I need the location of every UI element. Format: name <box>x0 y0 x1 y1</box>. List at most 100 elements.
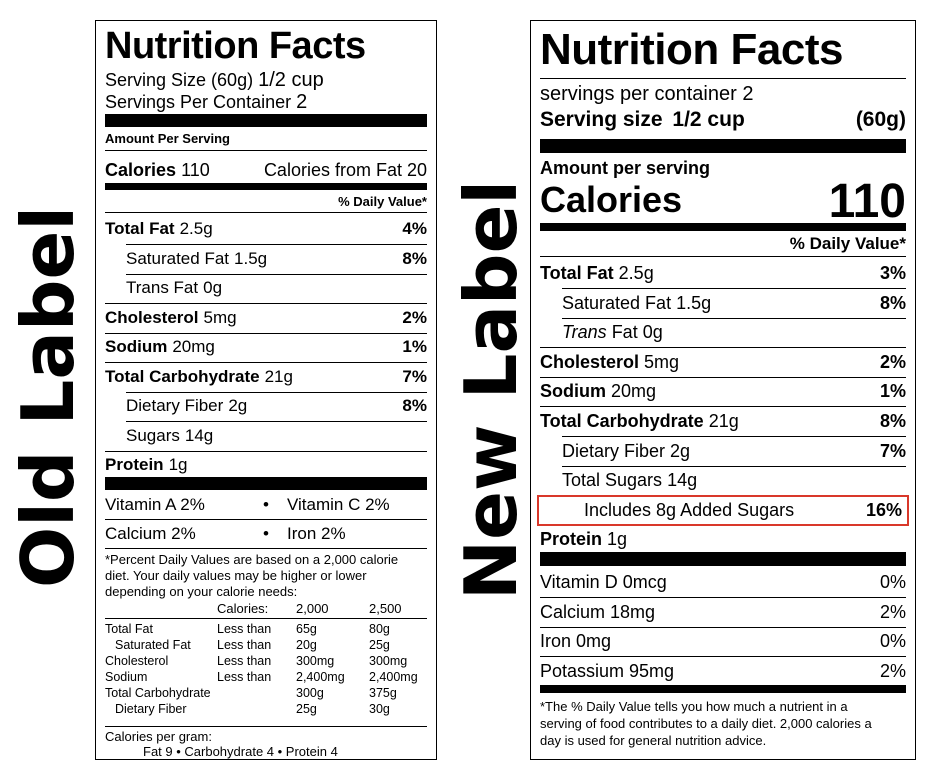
table-cell-col2: 375g <box>369 686 397 700</box>
divider <box>540 656 906 657</box>
table-cell-name: Total Fat <box>105 622 153 636</box>
old-nutrient-row: Trans Fat 0g <box>105 278 427 298</box>
nutrient-name: Cholesterol <box>105 307 199 327</box>
nutrient-name: Sodium <box>540 381 606 402</box>
divider <box>540 347 906 349</box>
nutrient-name: Includes 8g Added Sugars <box>584 499 795 520</box>
nutrient-amount: Fat 0g <box>611 322 663 343</box>
vitamin-daily-value: 0% <box>879 572 906 592</box>
vitamin-daily-value: 2% <box>879 601 906 622</box>
table-cell-col1: 300g <box>296 686 324 700</box>
footnote-line: diet. Your daily values may be higher or… <box>105 568 367 583</box>
divider <box>105 519 427 520</box>
nutrient-name: Total Carbohydrate <box>105 366 260 386</box>
new-dv-header: % Daily Value* <box>789 234 906 253</box>
nutrient-amount: 20mg <box>611 381 657 402</box>
nutrient-name: Trans Fat <box>126 278 199 297</box>
divider <box>126 421 427 422</box>
table-cell-cond: Less than <box>217 654 272 668</box>
new-title: Nutrition Facts <box>540 25 843 74</box>
table-cell-col1: 65g <box>296 622 317 636</box>
nutrient-amount: 0g <box>203 278 223 297</box>
old-serving-size: Serving Size (60g) 1/2 cup <box>105 69 324 91</box>
added-sugars-highlight <box>537 494 909 526</box>
nutrient-daily-value: 2% <box>402 307 427 327</box>
nutrient-daily-value: 1% <box>402 337 427 356</box>
table-cell-cond: Less than <box>217 622 272 636</box>
nutrient-name: Total Fat <box>540 263 614 283</box>
nutrient-name: Protein <box>540 529 603 550</box>
divider <box>540 626 906 628</box>
new-nutrient-row: Saturated Fat 1.5g 8% <box>540 293 906 314</box>
vitamin-name: Potassium 95mg <box>540 660 675 681</box>
footnote-line: *The % Daily Value tells you how much a … <box>540 699 848 714</box>
new-servings-per-container: servings per container 2 <box>540 83 754 105</box>
divider <box>105 150 427 151</box>
nutrient-amount: 1g <box>168 455 188 474</box>
vitamin-left: Calcium 2% <box>105 524 196 543</box>
divider <box>126 273 427 275</box>
new-vitamin-row: Potassium 95mg 2% <box>540 661 906 682</box>
table-cell-col1: 20g <box>296 638 317 652</box>
old-calories-per-gram-values: Fat 9 • Carbohydrate 4 • Protein 4 <box>143 744 338 759</box>
table-cell-col2: 80g <box>369 622 390 636</box>
table-cell-col1: 2,400mg <box>296 670 345 684</box>
footnote-line: *Percent Daily Values are based on a 2,0… <box>105 552 399 567</box>
nutrient-amount: 21g <box>708 411 739 431</box>
new-nutrient-row: Cholesterol 5mg 2% <box>540 352 906 373</box>
old-nutrient-row: Sugars 14g <box>105 426 427 446</box>
table-cell-cond: Less than <box>217 670 272 684</box>
divider <box>562 288 906 289</box>
divider <box>105 212 427 213</box>
divider <box>105 362 427 363</box>
new-vitamin-row: Vitamin D 0mcg 0% <box>540 572 906 593</box>
old-amount-per-serving: Amount Per Serving <box>105 131 230 146</box>
old-servings-per-container: Servings Per Container 2 <box>105 91 308 113</box>
nutrient-daily-value: 3% <box>879 263 906 283</box>
old-nutrient-row: Total Fat 2.5g 4% <box>105 219 427 239</box>
nutrient-name: Total Fat <box>105 219 175 238</box>
new-vitamin-row: Iron 0mg 0% <box>540 631 906 652</box>
divider <box>540 406 906 408</box>
new-thick-divider <box>540 552 906 566</box>
nutrient-daily-value: 7% <box>879 440 906 461</box>
new-nutrient-row: Total Sugars 14g <box>540 470 906 491</box>
divider <box>540 597 906 598</box>
divider <box>562 465 906 467</box>
table-cell-col1: 300mg <box>296 654 335 668</box>
old-calories-row: Calories 110 Calories from Fat 20 <box>105 160 427 180</box>
vitamin-right: Iron 2% <box>287 524 346 543</box>
nutrient-name: Total Sugars <box>562 470 663 491</box>
vitamin-name: Calcium 18mg <box>540 601 656 622</box>
nutrient-amount: 1.5g <box>234 248 268 268</box>
footnote-line: depending on your calorie needs: <box>105 584 298 599</box>
nutrient-amount: 5mg <box>644 351 680 372</box>
old-nutrient-row: Protein 1g <box>105 455 427 475</box>
divider <box>105 618 427 619</box>
bullet: • <box>263 495 269 514</box>
old-calories-per-gram-label: Calories per gram: <box>105 729 212 744</box>
table-cell-name: Sodium <box>105 670 148 684</box>
table-cell-name: Saturated Fat <box>115 638 191 652</box>
footnote-line: day is used for general nutrition advice… <box>540 733 767 748</box>
new-nutrient-row: Total Carbohydrate 21g 8% <box>540 411 906 432</box>
new-nutrition-label: Nutrition Facts servings per container 2… <box>530 20 916 760</box>
divider <box>105 726 427 727</box>
nutrient-name: Trans <box>562 322 607 343</box>
divider <box>105 450 427 452</box>
new-medium-divider <box>540 223 906 231</box>
divider <box>105 332 427 334</box>
table-header-col1: 2,000 <box>296 601 329 616</box>
divider <box>126 391 427 393</box>
nutrient-amount: 21g <box>264 366 293 386</box>
nutrient-name: Protein <box>105 455 164 474</box>
table-cell-cond: Less than <box>217 638 272 652</box>
divider <box>540 78 906 79</box>
new-nutrient-row: Includes 8g Added Sugars 16% <box>540 500 906 521</box>
new-thick-divider <box>540 139 906 153</box>
nutrient-name: Saturated Fat <box>562 292 672 313</box>
nutrient-amount: 2.5g <box>179 219 213 238</box>
nutrient-daily-value: 8% <box>879 411 906 431</box>
old-thick-divider <box>105 114 427 127</box>
new-nutrient-row: Total Fat 2.5g 3% <box>540 263 906 284</box>
